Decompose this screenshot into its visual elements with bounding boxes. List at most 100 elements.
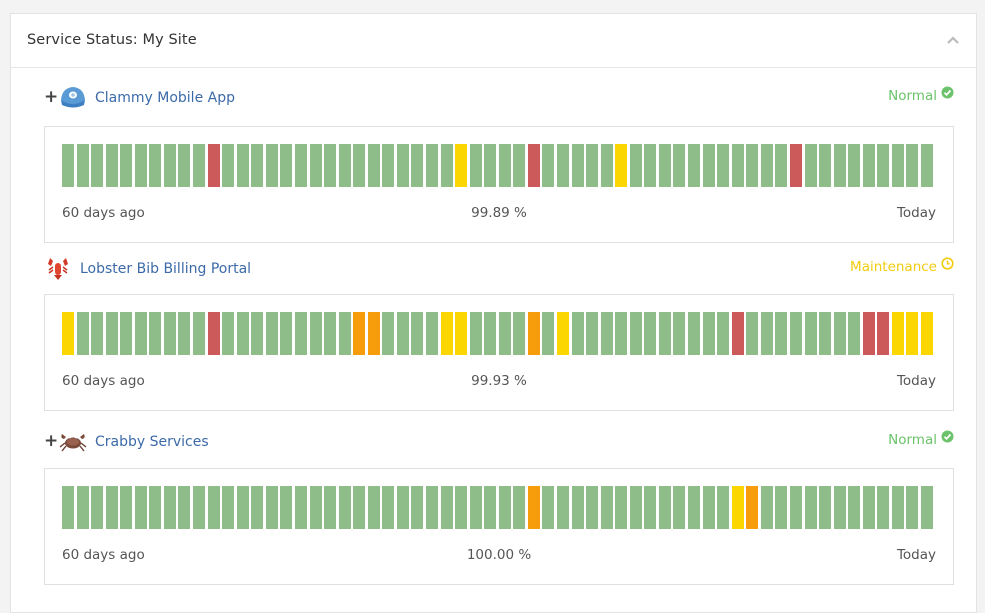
day-bar-maintenance[interactable] <box>440 312 453 355</box>
day-bar-operational[interactable] <box>193 144 206 187</box>
day-bar-operational[interactable] <box>382 486 395 529</box>
day-bar-operational[interactable] <box>484 312 497 355</box>
day-bar-operational[interactable] <box>134 486 147 529</box>
day-bar-operational[interactable] <box>324 486 337 529</box>
day-bar-operational[interactable] <box>760 486 773 529</box>
day-bar-operational[interactable] <box>105 144 118 187</box>
day-bar-operational[interactable] <box>688 486 701 529</box>
day-bar-operational[interactable] <box>294 312 307 355</box>
day-bar-operational[interactable] <box>425 144 438 187</box>
day-bar-operational[interactable] <box>469 312 482 355</box>
day-bar-operational[interactable] <box>542 144 555 187</box>
day-bar-maintenance[interactable] <box>731 486 744 529</box>
day-bar-operational[interactable] <box>280 486 293 529</box>
day-bar-operational[interactable] <box>105 312 118 355</box>
day-bar-operational[interactable] <box>163 144 176 187</box>
day-bar-operational[interactable] <box>819 312 832 355</box>
day-bar-operational[interactable] <box>513 312 526 355</box>
day-bar-operational[interactable] <box>775 486 788 529</box>
day-bar-operational[interactable] <box>673 144 686 187</box>
day-bar-degraded[interactable] <box>353 312 366 355</box>
day-bar-operational[interactable] <box>600 486 613 529</box>
day-bar-operational[interactable] <box>833 312 846 355</box>
expand-button[interactable]: + <box>44 87 59 107</box>
day-bar-operational[interactable] <box>265 144 278 187</box>
day-bar-operational[interactable] <box>265 312 278 355</box>
day-bar-outage[interactable] <box>877 312 890 355</box>
day-bar-operational[interactable] <box>149 312 162 355</box>
day-bar-operational[interactable] <box>571 486 584 529</box>
day-bar-operational[interactable] <box>804 486 817 529</box>
day-bar-operational[interactable] <box>862 486 875 529</box>
day-bar-operational[interactable] <box>804 144 817 187</box>
day-bar-operational[interactable] <box>848 486 861 529</box>
day-bar-operational[interactable] <box>615 486 628 529</box>
day-bar-operational[interactable] <box>120 144 133 187</box>
day-bar-operational[interactable] <box>746 312 759 355</box>
day-bar-operational[interactable] <box>367 144 380 187</box>
day-bar-maintenance[interactable] <box>557 312 570 355</box>
day-bar-operational[interactable] <box>906 144 919 187</box>
day-bar-operational[interactable] <box>163 312 176 355</box>
day-bar-operational[interactable] <box>848 312 861 355</box>
chevron-up-icon[interactable] <box>946 34 960 46</box>
day-bar-operational[interactable] <box>178 144 191 187</box>
day-bar-operational[interactable] <box>425 486 438 529</box>
day-bar-operational[interactable] <box>658 144 671 187</box>
day-bar-maintenance[interactable] <box>906 312 919 355</box>
day-bar-operational[interactable] <box>746 144 759 187</box>
day-bar-operational[interactable] <box>629 144 642 187</box>
day-bar-operational[interactable] <box>600 144 613 187</box>
day-bar-operational[interactable] <box>382 144 395 187</box>
day-bar-operational[interactable] <box>207 486 220 529</box>
day-bar-operational[interactable] <box>91 486 104 529</box>
day-bar-operational[interactable] <box>906 486 919 529</box>
day-bar-operational[interactable] <box>396 144 409 187</box>
day-bar-operational[interactable] <box>833 144 846 187</box>
day-bar-maintenance[interactable] <box>455 312 468 355</box>
day-bar-operational[interactable] <box>469 144 482 187</box>
day-bar-operational[interactable] <box>557 486 570 529</box>
day-bar-operational[interactable] <box>353 486 366 529</box>
day-bar-operational[interactable] <box>76 144 89 187</box>
day-bar-operational[interactable] <box>819 486 832 529</box>
day-bar-operational[interactable] <box>62 144 74 187</box>
day-bar-operational[interactable] <box>760 144 773 187</box>
day-bar-operational[interactable] <box>542 486 555 529</box>
day-bar-operational[interactable] <box>586 312 599 355</box>
day-bar-maintenance[interactable] <box>455 144 468 187</box>
day-bar-operational[interactable] <box>862 144 875 187</box>
day-bar-operational[interactable] <box>571 312 584 355</box>
day-bar-operational[interactable] <box>789 486 802 529</box>
day-bar-operational[interactable] <box>848 144 861 187</box>
day-bar-operational[interactable] <box>702 144 715 187</box>
day-bar-operational[interactable] <box>251 144 264 187</box>
day-bar-operational[interactable] <box>513 144 526 187</box>
day-bar-operational[interactable] <box>658 312 671 355</box>
day-bar-degraded[interactable] <box>527 486 540 529</box>
day-bar-operational[interactable] <box>222 312 235 355</box>
day-bar-operational[interactable] <box>134 144 147 187</box>
day-bar-operational[interactable] <box>542 312 555 355</box>
day-bar-operational[interactable] <box>309 144 322 187</box>
day-bar-operational[interactable] <box>105 486 118 529</box>
day-bar-operational[interactable] <box>644 144 657 187</box>
day-bar-operational[interactable] <box>702 486 715 529</box>
day-bar-operational[interactable] <box>571 144 584 187</box>
day-bar-operational[interactable] <box>877 144 890 187</box>
day-bar-operational[interactable] <box>411 312 424 355</box>
day-bar-operational[interactable] <box>251 312 264 355</box>
day-bar-operational[interactable] <box>440 144 453 187</box>
day-bar-operational[interactable] <box>324 312 337 355</box>
day-bar-maintenance[interactable] <box>921 312 933 355</box>
day-bar-maintenance[interactable] <box>615 144 628 187</box>
day-bar-operational[interactable] <box>498 312 511 355</box>
service-name-link[interactable]: Crabby Services <box>95 434 209 450</box>
day-bar-degraded[interactable] <box>746 486 759 529</box>
service-name-link[interactable]: Lobster Bib Billing Portal <box>80 261 252 277</box>
day-bar-operational[interactable] <box>120 312 133 355</box>
day-bar-operational[interactable] <box>91 144 104 187</box>
day-bar-operational[interactable] <box>484 144 497 187</box>
day-bar-operational[interactable] <box>149 486 162 529</box>
day-bar-operational[interactable] <box>877 486 890 529</box>
